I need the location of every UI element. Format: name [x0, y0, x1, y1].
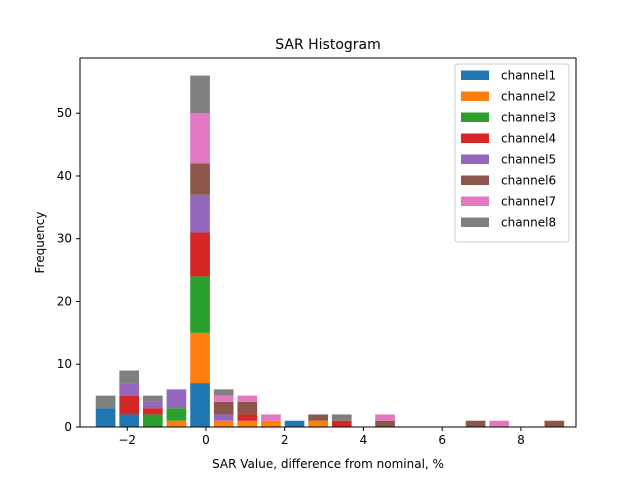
legend-label-channel1: channel1	[501, 69, 556, 83]
bar-channel7-bin-7	[261, 414, 281, 421]
bars-layer	[95, 75, 565, 427]
bar-channel2-bin-7	[261, 420, 281, 427]
bar-channel6-bin-5	[213, 401, 234, 415]
bar-channel5-bin-2	[142, 401, 163, 409]
bar-channel8-bin-2	[142, 395, 163, 402]
legend-swatch-channel2	[461, 91, 489, 101]
y-tick-label: 0	[64, 420, 72, 434]
bar-channel7-bin-5	[213, 395, 234, 402]
bar-channel1-bin-4	[190, 383, 210, 427]
bar-channel8-bin-1	[119, 370, 140, 384]
bar-channel2-bin-6	[237, 420, 258, 427]
bar-channel1-bin-1	[119, 414, 140, 427]
legend-swatch-channel6	[461, 175, 489, 185]
bar-channel2-bin-3	[166, 420, 187, 427]
bar-channel6-bin-6	[237, 401, 258, 415]
bar-channel7-bin-4	[190, 113, 210, 164]
x-tick-label: 2	[281, 433, 289, 447]
legend-label-channel6: channel6	[501, 174, 556, 188]
bar-channel6-bin-14	[544, 420, 565, 427]
bar-channel6-bin-9	[308, 414, 328, 421]
bar-channel5-bin-4	[190, 194, 210, 233]
bar-channel3-bin-4	[190, 276, 210, 333]
x-axis-label: SAR Value, difference from nominal, %	[212, 457, 444, 471]
bar-channel4-bin-10	[331, 420, 352, 427]
legend-label-channel3: channel3	[501, 111, 556, 125]
legend-label-channel5: channel5	[501, 153, 556, 167]
bar-channel2-bin-4	[190, 332, 210, 384]
bar-channel8-bin-0	[95, 395, 116, 409]
legend-label-channel4: channel4	[501, 132, 556, 146]
legend-swatch-channel8	[461, 217, 489, 227]
bar-channel6-bin-11	[375, 420, 395, 427]
legend-label-channel8: channel8	[501, 216, 556, 230]
bar-channel2-bin-5	[213, 420, 234, 427]
bar-channel5-bin-3	[166, 389, 187, 409]
legend-label-channel2: channel2	[501, 90, 556, 104]
bar-channel5-bin-1	[119, 383, 140, 396]
bar-channel4-bin-4	[190, 232, 210, 277]
y-axis-label: Frequency	[33, 212, 47, 274]
plot-frame	[79, 57, 577, 428]
y-tick-label: 40	[57, 169, 72, 183]
bar-channel3-bin-3	[166, 408, 187, 421]
bar-channel8-bin-5	[213, 389, 234, 396]
legend: channel1 channel2 channel3 channel4 channel5…	[454, 63, 570, 243]
x-tick-label: 8	[517, 433, 525, 447]
bar-channel1-bin-0	[95, 408, 116, 427]
bar-channel2-bin-9	[308, 420, 328, 427]
bar-channel3-bin-2	[142, 414, 163, 427]
legend-swatch-channel7	[461, 196, 489, 206]
bar-channel7-bin-11	[375, 414, 395, 421]
bar-channel8-bin-4	[190, 75, 210, 114]
x-axis-ticks: −2 0 2 4 6 8	[118, 427, 525, 447]
bar-channel5-bin-5	[213, 414, 234, 421]
bar-channel4-bin-6	[237, 414, 258, 421]
bar-channel6-bin-4	[190, 163, 210, 195]
x-tick-label: 0	[202, 433, 210, 447]
y-tick-label: 50	[57, 106, 72, 120]
legend-swatch-channel3	[461, 112, 489, 122]
bar-channel7-bin-6	[237, 395, 258, 402]
legend-label-channel7: channel7	[501, 195, 556, 209]
x-tick-label: 6	[438, 433, 446, 447]
y-tick-label: 20	[57, 294, 72, 308]
bar-channel1-bin-8	[284, 420, 305, 427]
y-axis-ticks: 0 10 20 30 40 50	[57, 106, 80, 434]
bar-channel7-bin-13	[489, 420, 510, 427]
legend-swatch-channel5	[461, 154, 489, 164]
x-tick-label: −2	[118, 433, 136, 447]
chart-title: SAR Histogram	[275, 37, 381, 53]
bar-channel4-bin-2	[142, 408, 163, 415]
bar-channel4-bin-1	[119, 395, 140, 415]
legend-swatch-channel1	[461, 70, 489, 80]
x-tick-label: 4	[360, 433, 368, 447]
bar-channel8-bin-10	[331, 414, 352, 421]
y-tick-label: 30	[57, 232, 72, 246]
bar-channel6-bin-12	[465, 420, 486, 427]
legend-swatch-channel4	[461, 133, 489, 143]
y-tick-label: 10	[57, 357, 72, 371]
